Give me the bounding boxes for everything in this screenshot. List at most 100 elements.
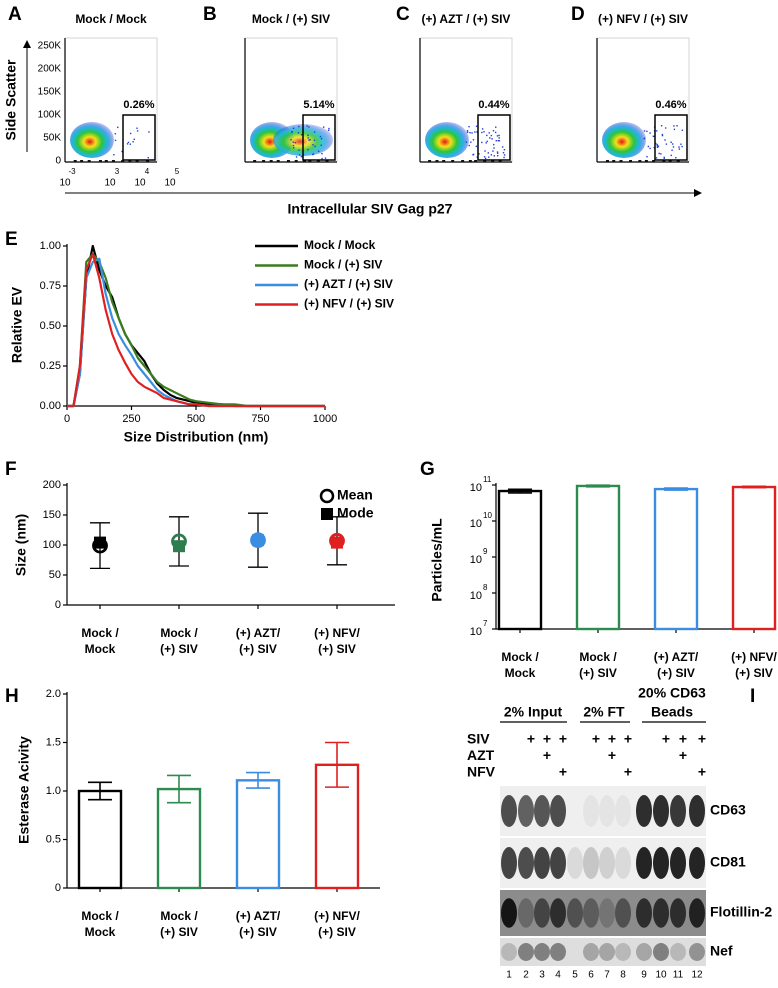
x-tick-base: 10 [104, 178, 116, 189]
group-header: 20% CD63 [638, 685, 706, 701]
y-tick-label: 0.50 [40, 320, 61, 332]
event-dot [671, 149, 673, 151]
event-dot [656, 144, 659, 147]
event-dot [496, 151, 499, 153]
x-tick-label: (+) NFV/ [314, 909, 360, 923]
event-dot [486, 140, 488, 143]
lane-number: 11 [673, 970, 684, 981]
blot-band [518, 943, 534, 961]
x-tick-exponent: -3 [68, 167, 76, 176]
event-cloud [602, 122, 646, 158]
blot-band [550, 898, 566, 928]
event-dot [113, 154, 115, 156]
gate [654, 114, 688, 161]
event-dot [290, 139, 292, 141]
y-tick-label: 0.25 [40, 360, 61, 372]
blot-band [615, 898, 631, 928]
gate [302, 114, 336, 161]
event-dot [314, 145, 316, 148]
event-dot [300, 155, 302, 158]
treatment-mark: + [543, 747, 551, 763]
event-dot [494, 131, 497, 134]
event-dot [496, 154, 499, 157]
event-dot [126, 143, 129, 145]
event-dot [483, 156, 486, 158]
blot-band [615, 943, 631, 961]
event-dot [501, 146, 504, 148]
treatment-label: NFV [467, 764, 496, 780]
event-dot [655, 157, 658, 159]
event-dot [472, 153, 475, 156]
event-cloud [70, 122, 114, 158]
treatment-mark: + [543, 731, 551, 747]
blot-band [636, 943, 652, 961]
gate-percent: 5.14% [303, 99, 334, 111]
blot-band [670, 847, 686, 879]
x-tick-label: 1000 [313, 413, 337, 425]
axis-event [316, 160, 320, 162]
y-tick-label: 50 [49, 569, 61, 581]
event-dot [663, 157, 665, 159]
event-dot [493, 155, 495, 157]
event-dot [658, 152, 660, 155]
gate [122, 114, 156, 161]
y-tick-exponent: 11 [483, 475, 492, 484]
event-dot [308, 139, 310, 141]
lane-number: 2 [523, 970, 529, 981]
gate-percent: 0.46% [655, 99, 686, 111]
event-dot [306, 125, 308, 127]
axis-event [662, 160, 666, 162]
event-dot [114, 133, 117, 135]
panel-letter: G [420, 459, 435, 480]
event-dot [117, 126, 119, 129]
panel-letter: I [750, 686, 755, 707]
event-dot [493, 147, 495, 149]
axis-event [128, 160, 132, 162]
axis-event [80, 160, 84, 162]
blot-band [689, 847, 705, 879]
event-dot [496, 152, 499, 154]
y-tick-label: 0 [55, 599, 61, 611]
axis-event [629, 160, 633, 162]
treatment-mark: + [608, 747, 616, 763]
event-dot [309, 138, 311, 141]
axis-event [294, 160, 298, 162]
treatment-label: AZT [467, 747, 495, 763]
event-dot [495, 139, 497, 142]
event-dot [663, 156, 665, 159]
band-label: Flotillin-2 [710, 904, 772, 920]
event-dot [476, 131, 478, 133]
treatment-mark: + [592, 731, 600, 747]
x-tick-label: (+) SIV [735, 666, 773, 680]
x-tick-label: (+) NFV/ [314, 626, 360, 640]
lane-number: 8 [620, 970, 626, 981]
axis-event [104, 160, 108, 162]
axis-event [468, 160, 472, 162]
blot-band [615, 847, 631, 879]
event-dot [643, 130, 646, 132]
event-dot [481, 131, 483, 134]
x-tick-label: Mock / [81, 909, 119, 923]
axis-event [73, 160, 77, 162]
blot-band [653, 795, 669, 827]
blot-band [501, 943, 517, 961]
event-dot [661, 133, 664, 136]
blot-strip [500, 938, 706, 966]
x-tick-label: 0 [64, 413, 70, 425]
y-tick-label: 50K [43, 133, 61, 144]
event-dot [675, 157, 677, 159]
blot-band [518, 795, 534, 827]
legend-label: Mean [337, 487, 373, 503]
blot-band [534, 943, 550, 961]
event-dot [503, 149, 506, 151]
lane-number: 4 [555, 970, 561, 981]
treatment-mark: + [698, 731, 706, 747]
blot-band [550, 943, 566, 961]
event-dot [136, 130, 139, 132]
event-dot [649, 132, 651, 134]
event-dot [313, 139, 316, 141]
event-dot [317, 150, 320, 152]
axis-event [619, 160, 623, 162]
lane-number: 12 [691, 970, 703, 981]
